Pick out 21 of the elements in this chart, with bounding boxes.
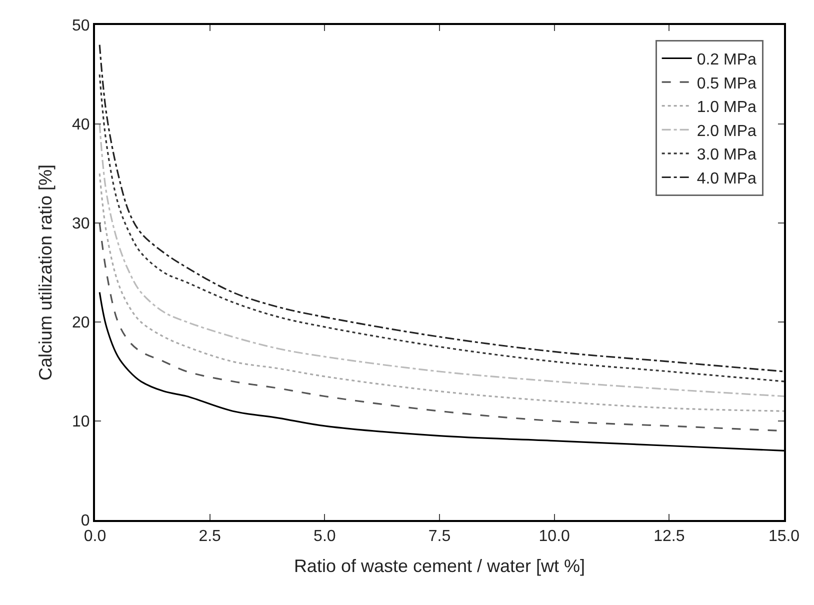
- x-axis-title: Ratio of waste cement / water [wt %]: [294, 556, 586, 576]
- legend-label: 4.0 MPa: [696, 170, 757, 188]
- y-tick-label: 0: [80, 512, 90, 530]
- y-tick-label: 30: [72, 216, 90, 233]
- x-tick-label: 15.0: [768, 528, 800, 546]
- legend-label: 3.0 MPa: [696, 146, 757, 164]
- y-axis-title: Calcium utilization ratio [%]: [36, 164, 56, 381]
- legend-label: 1.0 MPa: [696, 99, 757, 116]
- legend-label: 0.2 MPa: [696, 51, 757, 68]
- y-tick-label: 50: [72, 18, 90, 35]
- legend-label: 2.0 MPa: [696, 122, 757, 140]
- x-tick-label: 7.5: [428, 528, 451, 546]
- y-tick-label: 10: [72, 414, 90, 431]
- x-tick-label: 12.5: [654, 528, 685, 546]
- x-tick-label: 2.5: [198, 528, 222, 546]
- x-tick-label: 10.0: [538, 528, 570, 546]
- x-tick-label: 5.0: [314, 528, 336, 546]
- legend-label: 0.5 MPa: [696, 75, 757, 92]
- y-tick-label: 20: [72, 314, 90, 332]
- y-tick-label: 40: [72, 116, 90, 134]
- x-tick-label: 0.0: [84, 528, 106, 546]
